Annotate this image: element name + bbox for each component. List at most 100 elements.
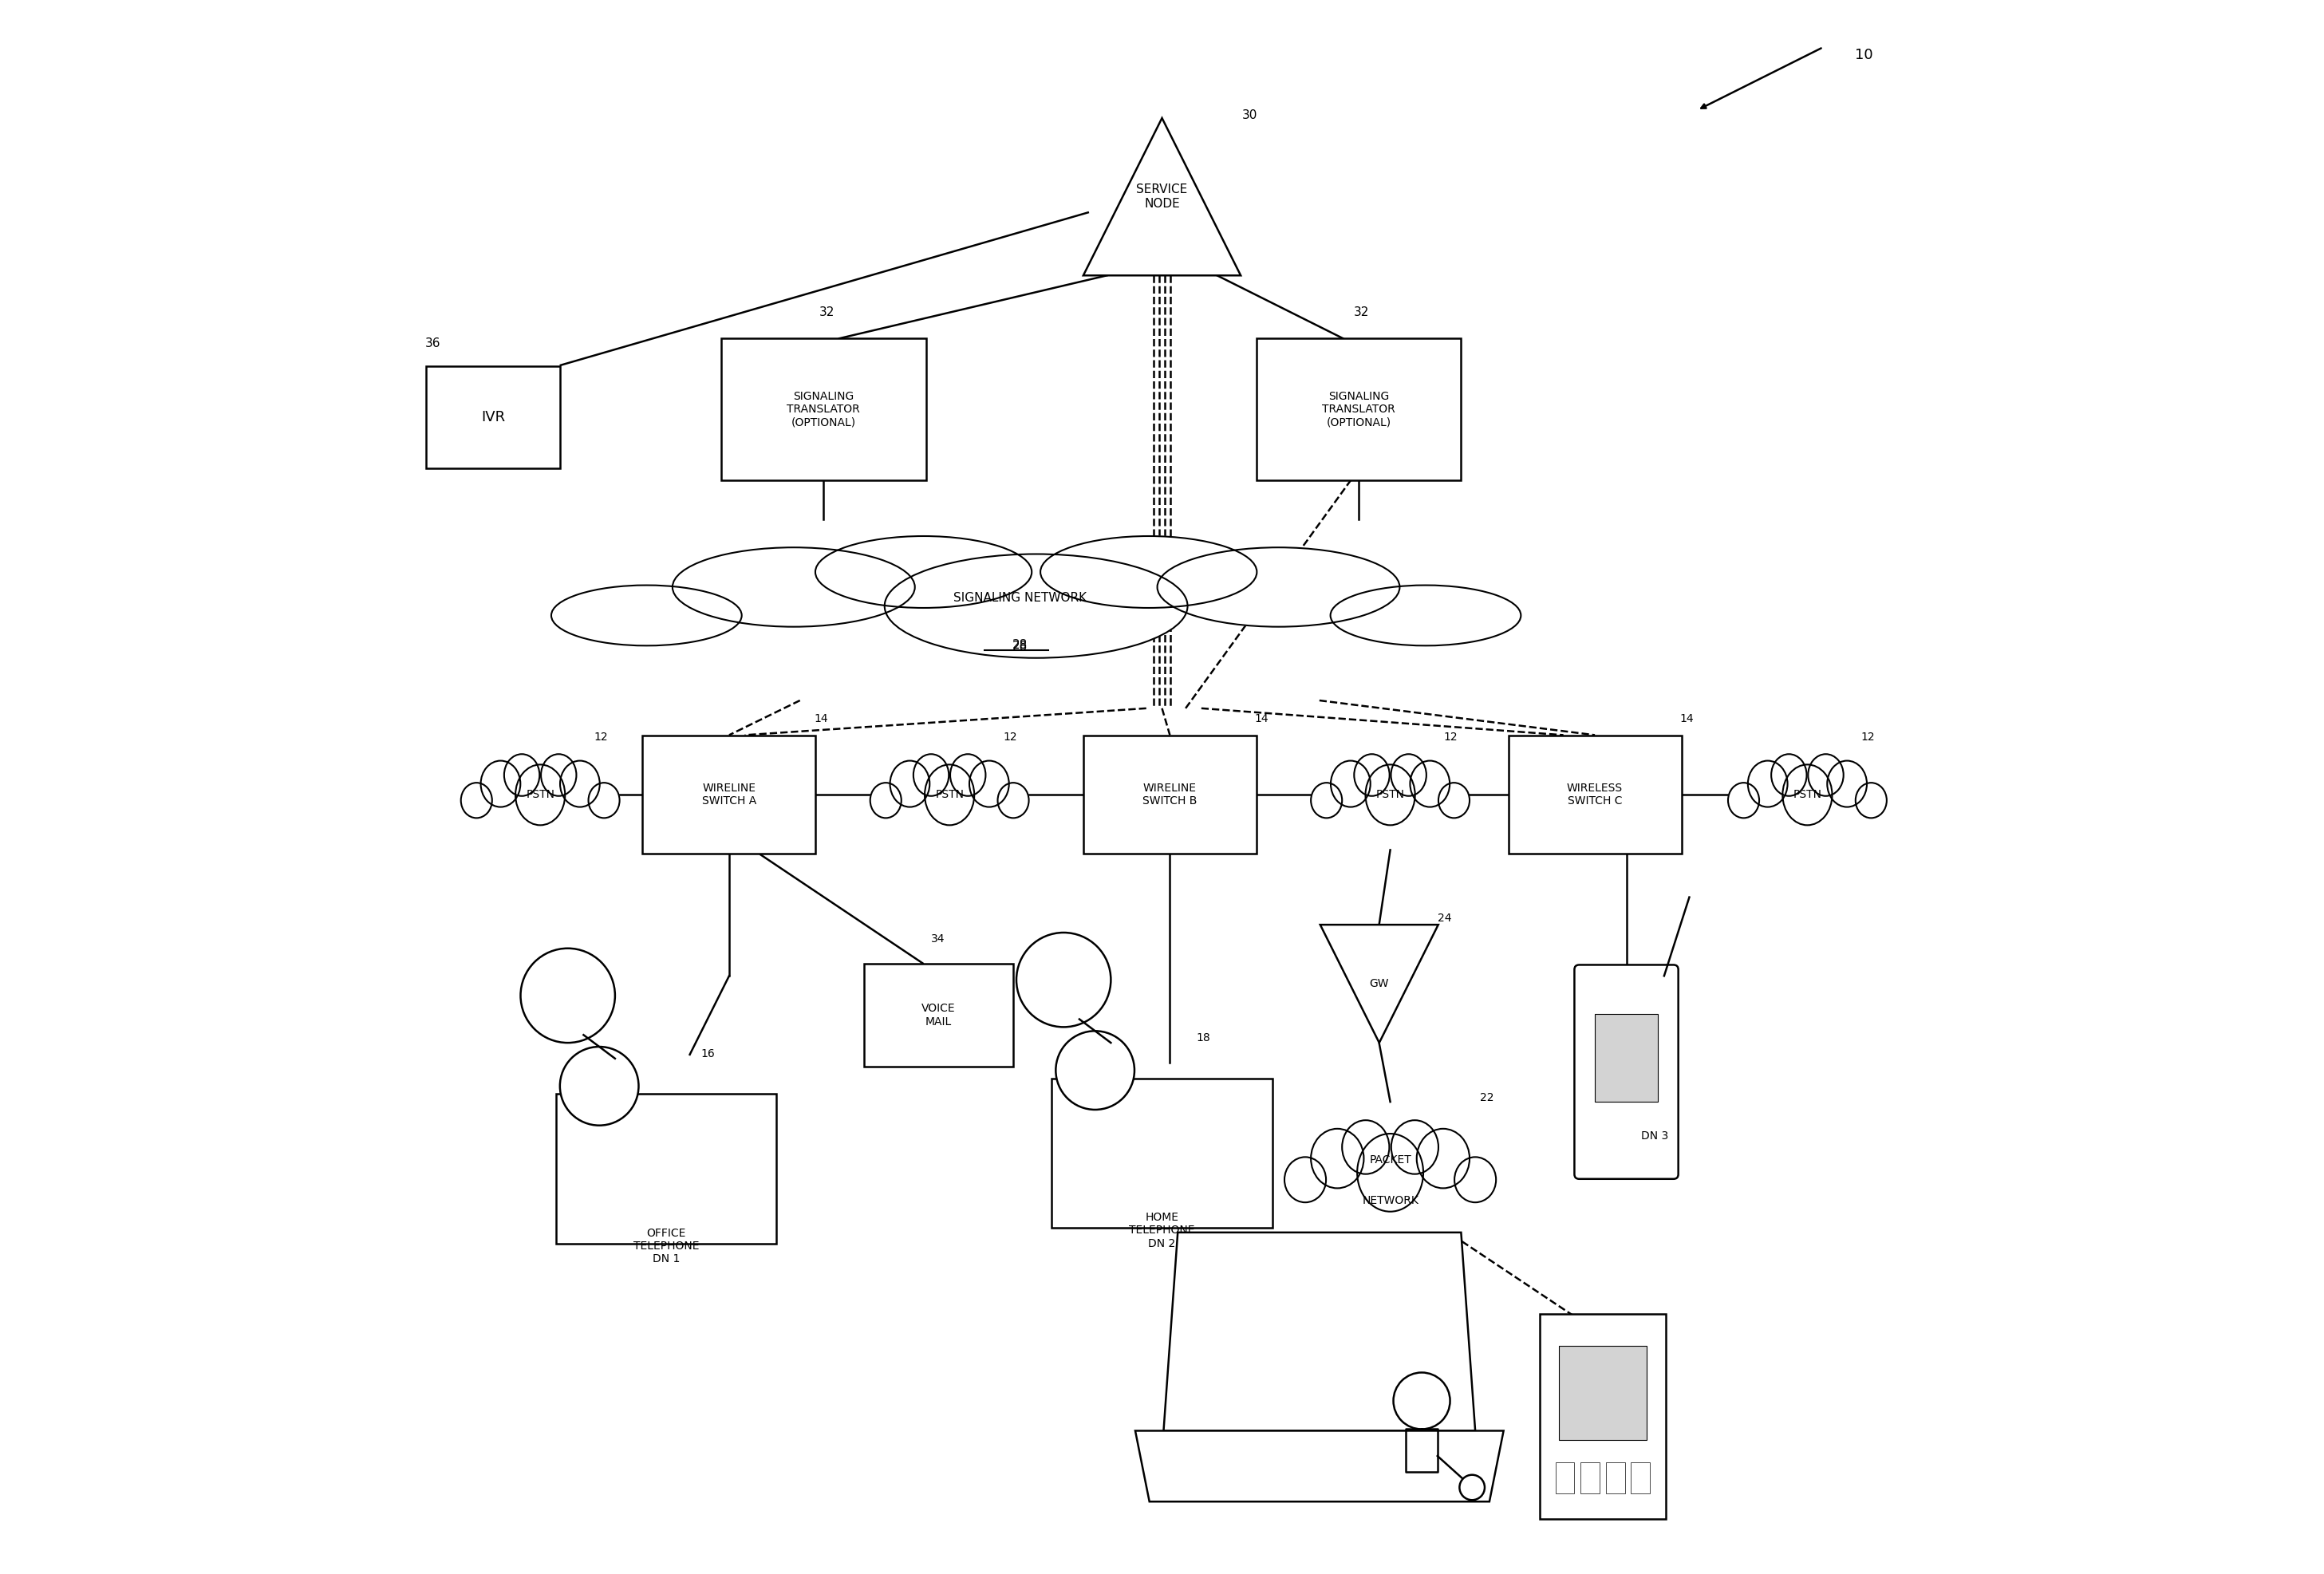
Text: PACKET: PACKET <box>1369 1154 1411 1166</box>
Ellipse shape <box>481 760 521 807</box>
Ellipse shape <box>969 760 1009 807</box>
Ellipse shape <box>1341 1121 1390 1174</box>
Ellipse shape <box>1329 586 1520 645</box>
Text: SIGNALING
TRANSLATOR
(OPTIONAL): SIGNALING TRANSLATOR (OPTIONAL) <box>1322 390 1394 428</box>
Ellipse shape <box>1041 537 1257 608</box>
Ellipse shape <box>1455 1157 1497 1203</box>
Ellipse shape <box>1157 548 1399 626</box>
Text: 34: 34 <box>930 933 944 944</box>
FancyBboxPatch shape <box>1508 737 1683 853</box>
Ellipse shape <box>1783 765 1831 825</box>
Ellipse shape <box>1392 754 1427 796</box>
Circle shape <box>521 948 616 1044</box>
Text: WIRELINE
SWITCH B: WIRELINE SWITCH B <box>1143 782 1197 807</box>
Text: 14: 14 <box>1255 713 1269 724</box>
Ellipse shape <box>560 760 600 807</box>
Ellipse shape <box>925 765 974 825</box>
Ellipse shape <box>1357 1133 1422 1212</box>
Ellipse shape <box>672 548 916 626</box>
Ellipse shape <box>885 554 1188 658</box>
Ellipse shape <box>997 782 1030 818</box>
Text: PSTN: PSTN <box>525 789 555 801</box>
Text: 22: 22 <box>1480 1092 1494 1103</box>
Text: 36: 36 <box>425 337 442 349</box>
Ellipse shape <box>1311 1129 1364 1188</box>
Text: VOICE
MAIL: VOICE MAIL <box>923 1003 955 1028</box>
Polygon shape <box>1164 1232 1476 1431</box>
Text: SIGNALING NETWORK: SIGNALING NETWORK <box>953 592 1088 604</box>
Ellipse shape <box>816 537 1032 608</box>
Ellipse shape <box>1808 754 1843 796</box>
Circle shape <box>1016 932 1111 1028</box>
Ellipse shape <box>890 760 930 807</box>
Text: HOME
TELEPHONE
DN 2: HOME TELEPHONE DN 2 <box>1129 1212 1195 1250</box>
Ellipse shape <box>1411 760 1450 807</box>
Text: PSTN: PSTN <box>934 789 964 801</box>
Ellipse shape <box>1392 1121 1439 1174</box>
Text: 28: 28 <box>1013 641 1027 653</box>
FancyBboxPatch shape <box>555 1094 776 1243</box>
Text: 28: 28 <box>1013 639 1027 652</box>
Text: PSTN: PSTN <box>1794 789 1822 801</box>
Ellipse shape <box>1729 782 1759 818</box>
Text: 14: 14 <box>813 713 827 724</box>
Text: 32: 32 <box>1355 305 1369 318</box>
Circle shape <box>560 1047 639 1125</box>
Text: 30: 30 <box>1243 109 1257 121</box>
Text: 25: 25 <box>1208 1280 1222 1291</box>
Ellipse shape <box>516 765 565 825</box>
Text: IVR: IVR <box>481 409 504 425</box>
Text: 14: 14 <box>1680 713 1694 724</box>
Text: 10: 10 <box>1855 47 1873 63</box>
FancyBboxPatch shape <box>641 737 816 853</box>
Text: 12: 12 <box>593 732 609 743</box>
FancyBboxPatch shape <box>1053 1078 1271 1228</box>
Ellipse shape <box>1311 782 1341 818</box>
FancyBboxPatch shape <box>720 338 925 480</box>
Ellipse shape <box>951 754 985 796</box>
Polygon shape <box>1320 926 1439 1042</box>
Text: 24: 24 <box>1439 913 1452 924</box>
Text: DN 3: DN 3 <box>1641 1130 1669 1141</box>
Ellipse shape <box>504 754 539 796</box>
Circle shape <box>1394 1373 1450 1429</box>
Ellipse shape <box>869 782 902 818</box>
Text: SIGNALING
TRANSLATOR
(OPTIONAL): SIGNALING TRANSLATOR (OPTIONAL) <box>788 390 860 428</box>
FancyBboxPatch shape <box>1594 1014 1657 1102</box>
FancyBboxPatch shape <box>1541 1314 1666 1519</box>
Ellipse shape <box>1771 754 1806 796</box>
Ellipse shape <box>1855 782 1887 818</box>
Ellipse shape <box>913 754 948 796</box>
Ellipse shape <box>551 586 741 645</box>
Ellipse shape <box>588 782 621 818</box>
Ellipse shape <box>1827 760 1866 807</box>
Text: PSTN: PSTN <box>1376 789 1404 801</box>
Ellipse shape <box>1355 754 1390 796</box>
FancyBboxPatch shape <box>425 365 560 469</box>
FancyBboxPatch shape <box>1580 1462 1599 1494</box>
FancyBboxPatch shape <box>1573 965 1678 1179</box>
Circle shape <box>1459 1475 1485 1500</box>
Polygon shape <box>1083 118 1241 275</box>
Text: 20: 20 <box>1662 965 1676 976</box>
Ellipse shape <box>1439 782 1469 818</box>
Circle shape <box>1055 1031 1134 1110</box>
Ellipse shape <box>460 782 493 818</box>
Ellipse shape <box>1332 760 1371 807</box>
Ellipse shape <box>1748 760 1787 807</box>
Ellipse shape <box>1285 1157 1327 1203</box>
Polygon shape <box>1134 1431 1504 1502</box>
FancyBboxPatch shape <box>1606 1462 1624 1494</box>
Text: 26: 26 <box>1638 1316 1652 1327</box>
FancyBboxPatch shape <box>865 963 1013 1067</box>
Text: 12: 12 <box>1862 732 1875 743</box>
FancyBboxPatch shape <box>1083 737 1257 853</box>
FancyBboxPatch shape <box>1631 1462 1650 1494</box>
Text: NETWORK: NETWORK <box>1362 1195 1418 1207</box>
Text: 12: 12 <box>1004 732 1018 743</box>
Text: OFFICE
TELEPHONE
DN 1: OFFICE TELEPHONE DN 1 <box>632 1228 700 1265</box>
Text: 18: 18 <box>1197 1033 1211 1044</box>
Text: GW: GW <box>1369 977 1390 990</box>
Text: 16: 16 <box>702 1048 716 1059</box>
FancyBboxPatch shape <box>1257 338 1462 480</box>
